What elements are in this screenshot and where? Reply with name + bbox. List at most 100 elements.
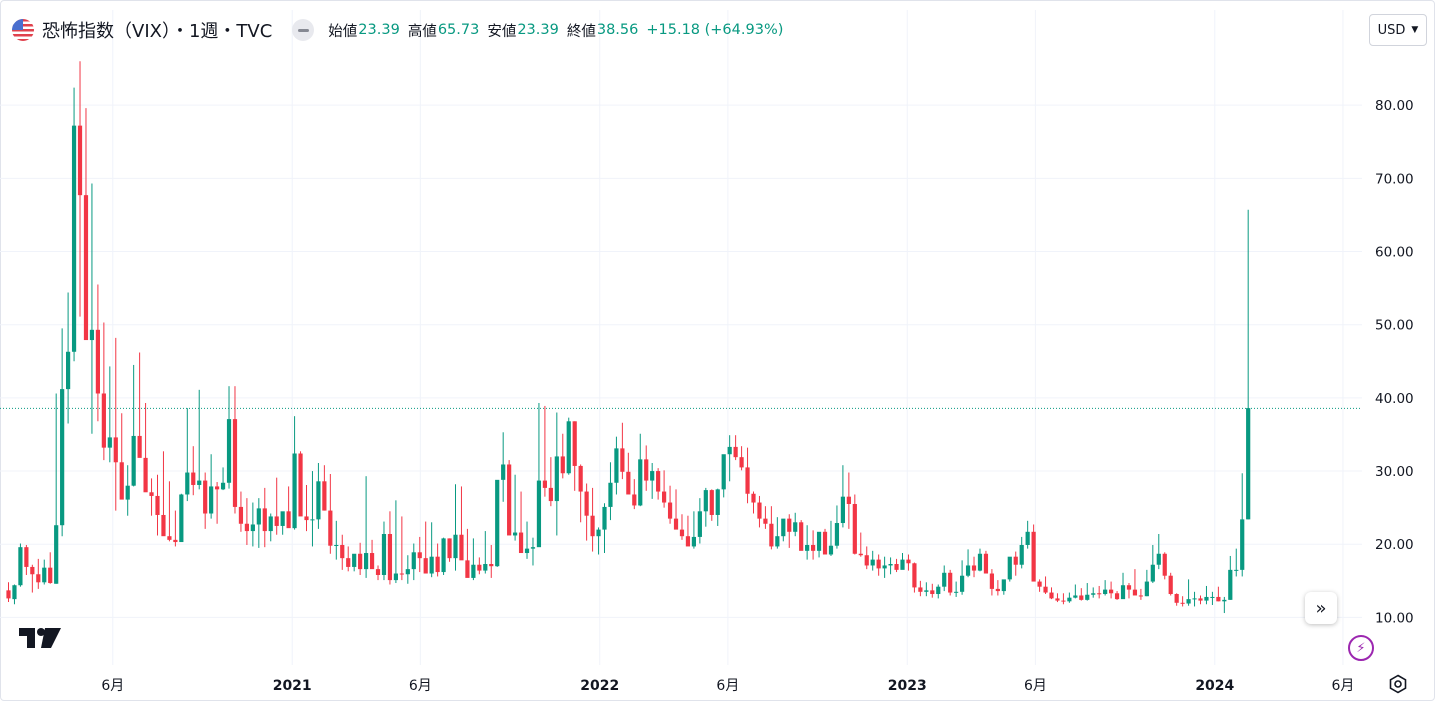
currency-select[interactable]: USD ▼ — [1369, 14, 1427, 46]
candle-body — [203, 480, 208, 514]
candle-body — [1120, 585, 1126, 600]
candle-body — [471, 564, 476, 578]
candle — [1234, 548, 1239, 577]
candle — [1174, 593, 1179, 606]
candle — [983, 550, 989, 574]
candle — [1067, 592, 1072, 603]
candle — [1079, 588, 1084, 601]
candle — [1204, 585, 1209, 605]
candle — [346, 546, 351, 572]
candle-body — [101, 393, 106, 448]
candle-body — [971, 565, 977, 571]
candle — [125, 465, 130, 516]
candle — [1019, 536, 1024, 569]
candle-body — [179, 494, 184, 543]
candle-body — [244, 523, 249, 532]
candle — [1246, 209, 1251, 520]
candle — [42, 559, 47, 585]
lightning-icon[interactable]: ⚡ — [1348, 635, 1374, 661]
candle-body — [685, 536, 691, 547]
candle — [775, 517, 780, 549]
candle — [501, 432, 506, 502]
candle — [298, 451, 303, 517]
candle — [1037, 579, 1042, 592]
candle-body — [894, 564, 899, 570]
candle — [173, 510, 178, 547]
candle — [453, 484, 458, 571]
candle — [185, 408, 190, 502]
candle-body — [805, 544, 810, 551]
candle-body — [1204, 596, 1209, 601]
candle — [930, 583, 935, 598]
candle — [161, 451, 166, 537]
settings-icon[interactable] — [1388, 674, 1408, 694]
candle-body — [590, 515, 595, 537]
candle-body — [429, 556, 434, 574]
candle-body — [143, 457, 148, 493]
y-tick-label: 60.00 — [1375, 245, 1414, 261]
candle — [1210, 591, 1215, 605]
candle-body — [358, 553, 363, 570]
candle-body — [441, 538, 446, 573]
candle-body — [983, 553, 989, 574]
candle — [1007, 556, 1012, 582]
candle — [310, 471, 315, 547]
candle-body — [828, 545, 834, 555]
candle-body — [215, 486, 220, 490]
candle-body — [560, 456, 565, 474]
candle — [1180, 596, 1185, 607]
candle — [429, 522, 434, 578]
candle-body — [1061, 600, 1066, 602]
candle — [1144, 569, 1149, 597]
double-chevron-right-icon[interactable]: » — [1305, 592, 1337, 624]
candle — [1192, 591, 1197, 607]
candle-body — [1001, 579, 1006, 592]
candle-body — [405, 569, 410, 575]
candle-body — [1103, 589, 1108, 595]
candle — [590, 487, 595, 552]
candle — [209, 454, 214, 519]
candle-body — [113, 437, 118, 463]
candle — [691, 511, 696, 549]
candle-body — [888, 564, 893, 566]
candle-body — [1240, 519, 1245, 570]
candle — [1162, 552, 1167, 580]
candle — [584, 483, 589, 541]
candle-body — [1228, 569, 1233, 600]
candle — [1013, 551, 1018, 576]
candle — [304, 484, 309, 532]
candle — [751, 491, 756, 514]
x-tick-label: 2022 — [580, 678, 619, 694]
candle — [596, 527, 601, 555]
candle-body — [1168, 575, 1173, 595]
candle-body — [536, 480, 542, 548]
candle — [721, 454, 726, 498]
candle-body — [6, 590, 11, 599]
tradingview-logo[interactable] — [19, 628, 61, 652]
candle — [1055, 593, 1060, 603]
candle-body — [954, 591, 959, 593]
candle — [703, 487, 708, 527]
candle — [107, 366, 112, 463]
chart-legend: 恐怖指数（VIX）・1週・TVC 始値 23.39 高値 65.73 安値 23… — [12, 14, 791, 46]
candle-body — [1156, 553, 1161, 565]
candle — [578, 464, 583, 523]
eye-icon[interactable] — [292, 19, 315, 41]
symbol-title[interactable]: 恐怖指数（VIX）・1週・TVC — [42, 21, 273, 42]
candle — [989, 569, 994, 596]
candle — [30, 564, 35, 593]
candle — [882, 556, 887, 578]
candle — [197, 389, 202, 490]
candle — [834, 505, 840, 549]
candle-body — [709, 490, 714, 515]
candle-body — [322, 481, 327, 511]
candle — [626, 452, 631, 495]
candle-body — [507, 464, 512, 536]
candle — [435, 543, 440, 577]
candle-body — [1192, 598, 1197, 600]
candle — [846, 472, 851, 529]
candle-body — [1216, 596, 1221, 602]
candle — [763, 506, 768, 529]
